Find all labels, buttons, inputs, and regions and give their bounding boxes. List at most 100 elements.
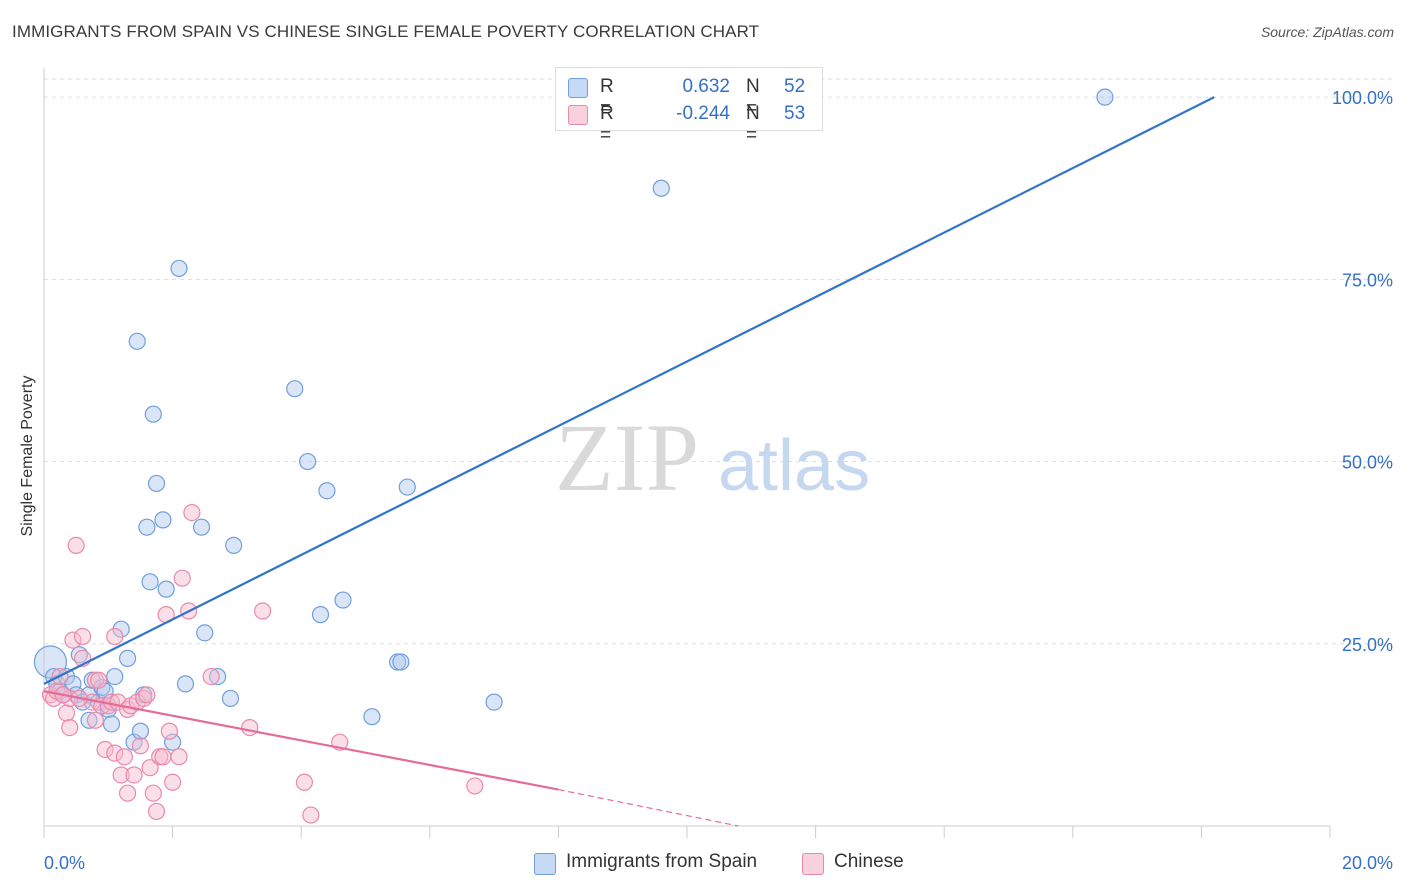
spain-point [102,715,121,733]
chinese-trend-extension [558,788,739,827]
chinese-point [106,744,124,762]
r-value: -0.244 [676,103,730,124]
n-label: N = [746,76,760,119]
r-label: R = [600,103,614,146]
series-legend: Immigrants from Spain Chinese [0,851,1406,877]
spain-trend-line [43,96,1215,685]
spain-point [225,536,243,554]
r-label: R = [600,76,614,119]
chinese-point [202,667,220,686]
chinese-point [67,536,85,554]
spain-point [398,478,416,496]
chinese-point [302,806,320,824]
source-credit: Source: ZipAtlas.com [1260,24,1394,40]
chinese-trend-line [43,690,559,791]
chinese-point [131,737,150,755]
chinese-legend-swatch [802,853,824,875]
chinese-point [241,719,259,737]
tick-labels: 25.0% 50.0% 75.0% 100.0% 0.0% 20.0% [44,88,1393,873]
correlation-legend: R = 0.632 N = 52 R = -0.244 N = 53 [555,67,823,146]
chinese-point [61,719,79,737]
series-spain-points [33,88,1114,751]
spain-point [299,452,317,471]
watermark-atlas: atlas [718,426,870,506]
spain-point [170,259,188,278]
spain-point [196,624,214,642]
spain-point [318,482,336,500]
r-value: 0.632 [682,76,730,97]
spain-point [311,606,330,624]
chinese-point [64,631,82,649]
spain-point [64,675,82,693]
trend-lines [43,96,1215,827]
series-chinese-points [41,503,484,824]
chinese-point [254,602,272,620]
spain-point [209,667,227,686]
chinese-point [147,802,166,821]
chinese-point [164,773,182,791]
watermark: ZIP atlas [555,404,870,511]
spain-point [118,649,137,667]
spain-point [392,653,410,671]
legend-label-chinese: Chinese [834,851,904,872]
n-value: 53 [784,103,806,124]
spain-point [176,675,195,693]
chinese-point [466,777,484,795]
chinese-point [160,722,178,740]
chinese-point [144,784,162,802]
spain-swatch [568,78,588,98]
n-value: 52 [784,76,806,97]
chinese-point [96,740,114,759]
chinese-point [115,748,133,766]
chinese-point [106,627,124,646]
spain-point [363,708,381,726]
chinese-swatch [568,105,588,125]
chinese-point [57,704,76,722]
chinese-point [173,569,191,587]
chinese-point [73,627,92,646]
spain-point [221,689,240,708]
spain-point [652,179,670,197]
spain-point [96,682,114,700]
n-label: N = [746,103,760,146]
spain-point [157,580,175,598]
watermark-zip: ZIP [555,404,699,511]
x-tick-label: 0.0% [44,853,85,873]
chinese-point [138,686,156,704]
spain-point [192,518,211,536]
spain-point [164,733,182,751]
spain-point [106,667,124,686]
spain-point [154,511,172,529]
spain-legend-swatch [534,853,556,875]
spain-point [1096,88,1114,106]
chinese-point [118,784,137,802]
axes [43,68,1331,838]
spain-point [128,332,146,350]
spain-point [485,693,503,711]
y-tick-label: 25.0% [1342,635,1393,655]
chinese-point [86,711,105,729]
chinese-point [170,748,188,766]
chinese-point [154,748,172,766]
spain-point [144,405,162,423]
y-tick-label: 50.0% [1342,453,1393,473]
chinese-point [125,766,143,784]
spain-point [138,518,156,536]
chinese-point [112,766,130,784]
grid-lines [44,78,1395,645]
spain-point [147,474,166,493]
chinese-point [90,671,108,689]
spain-point [286,380,304,398]
chinese-point [183,503,201,522]
y-tick-label: 100.0% [1332,88,1393,108]
chinese-point [295,773,314,791]
y-tick-label: 75.0% [1342,270,1393,290]
legend-label-spain: Immigrants from Spain [566,851,758,872]
chinese-point [141,759,159,777]
spain-point [141,573,159,591]
spain-point [334,591,352,609]
chart-title: IMMIGRANTS FROM SPAIN VS CHINESE SINGLE … [12,22,760,41]
spain-point [131,722,150,740]
spain-point [80,711,98,729]
